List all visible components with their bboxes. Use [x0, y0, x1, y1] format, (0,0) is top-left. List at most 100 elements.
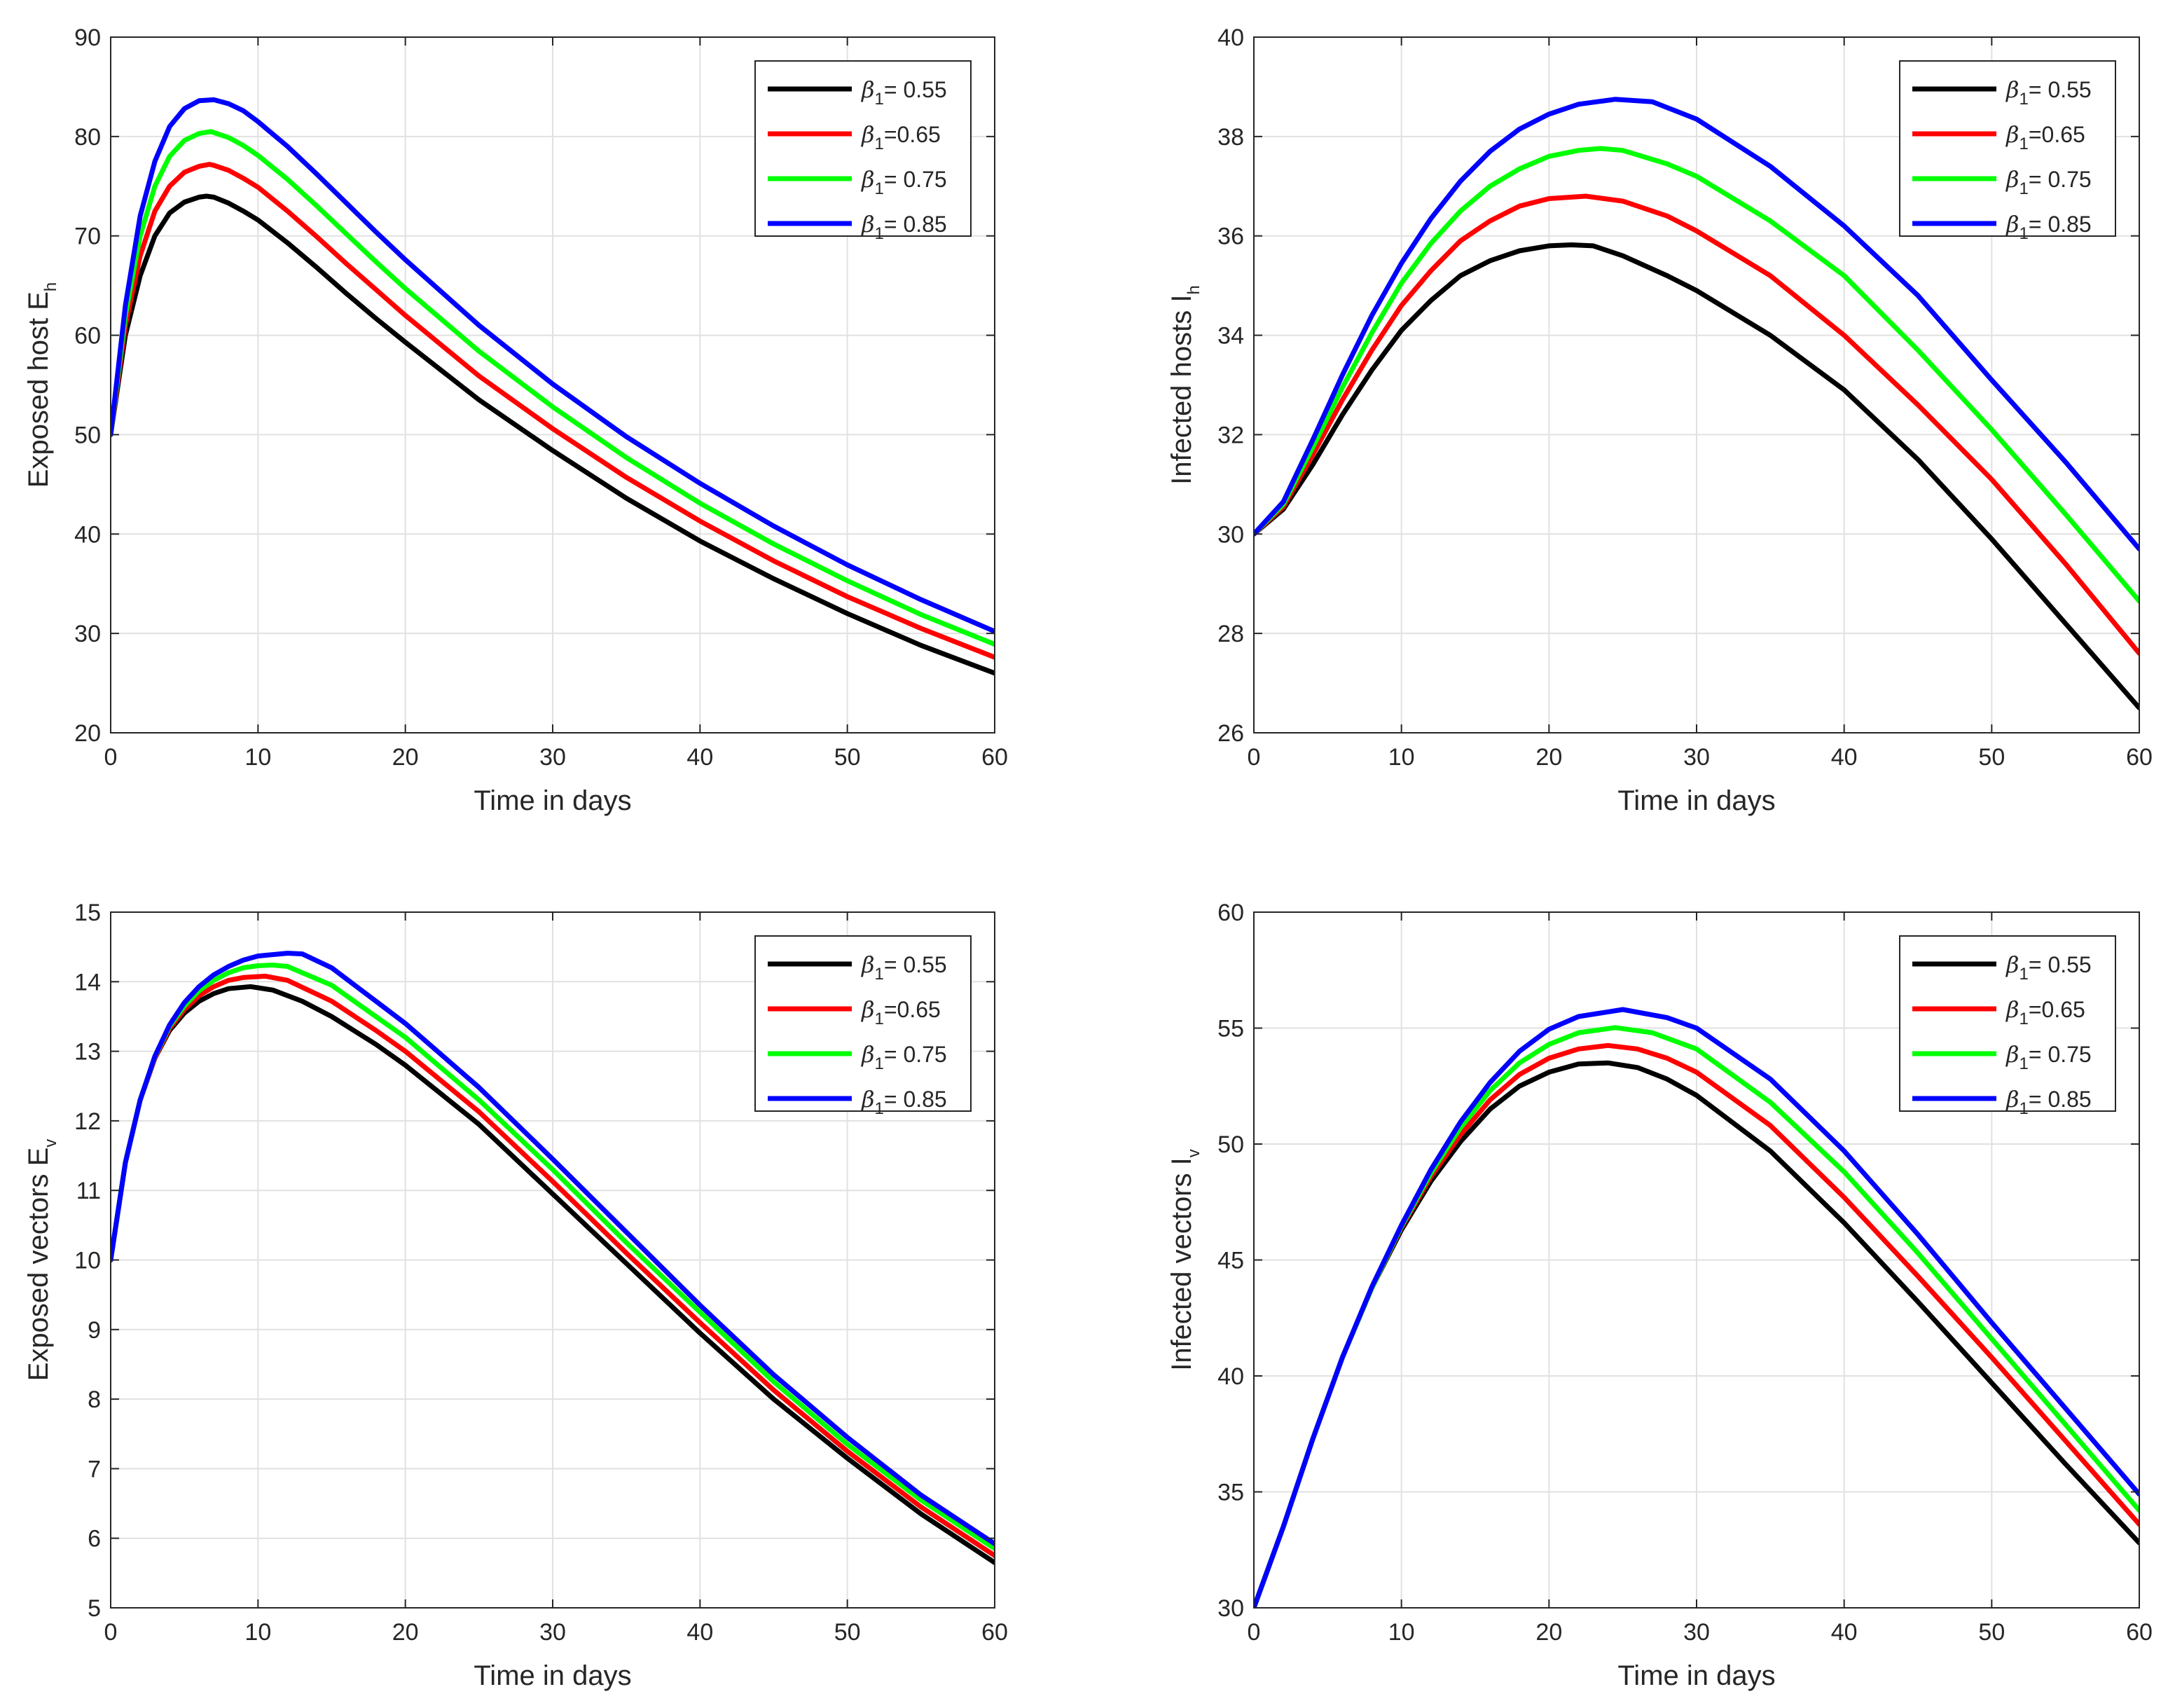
legend-value: = 0.55 — [884, 952, 947, 977]
legend-greek: β — [2005, 951, 2019, 978]
legend-subscript: 1 — [875, 135, 884, 153]
x-tick-label: 50 — [834, 1619, 861, 1646]
legend-value: = 0.75 — [884, 167, 947, 192]
legend-subscript: 1 — [875, 179, 884, 198]
legend-value: = 0.75 — [884, 1042, 947, 1067]
legend-value: = 0.75 — [2029, 1042, 2092, 1067]
x-tick-label: 0 — [104, 1619, 118, 1646]
x-tick-label: 10 — [1388, 744, 1415, 771]
y-tick-label: 10 — [74, 1248, 101, 1274]
legend-label-3: β1= 0.75 — [861, 1041, 947, 1073]
legend-value: = 0.55 — [2029, 952, 2092, 977]
legend-greek: β — [861, 76, 875, 103]
x-tick-label: 60 — [981, 744, 1008, 771]
series-line-2 — [111, 162, 995, 660]
x-tick-label: 40 — [686, 744, 713, 771]
legend-greek: β — [2005, 211, 2019, 237]
y-tick-label: 26 — [1217, 720, 1244, 747]
legend-subscript: 1 — [2019, 965, 2029, 984]
x-tick-label: 60 — [981, 1619, 1008, 1646]
y-tick-label: 8 — [88, 1386, 101, 1413]
series-group — [111, 951, 995, 1565]
x-tick-label: 10 — [1388, 1619, 1415, 1646]
legend-greek: β — [2005, 166, 2019, 193]
series-line-3 — [111, 129, 995, 647]
y-tick-label: 45 — [1217, 1248, 1244, 1274]
legend-label-1: β1= 0.55 — [2005, 76, 2092, 109]
series-group — [1254, 1007, 2139, 1608]
y-tick-label: 13 — [74, 1039, 101, 1066]
legend-label-3: β1= 0.75 — [2005, 1041, 2092, 1073]
y-tick-label: 9 — [88, 1317, 101, 1344]
x-tick-label: 0 — [1248, 1619, 1261, 1646]
legend-subscript: 1 — [2019, 90, 2029, 109]
y-tick-label: 15 — [74, 900, 101, 926]
y-tick-label: 30 — [1217, 521, 1244, 548]
series-line-1 — [111, 193, 995, 676]
y-tick-label: 32 — [1217, 422, 1244, 448]
y-tick-label: 28 — [1217, 621, 1244, 647]
x-tick-label: 40 — [1831, 744, 1858, 771]
y-tick-label: 60 — [1217, 900, 1244, 926]
legend-label-4: β1= 0.85 — [861, 211, 947, 243]
legend-greek: β — [861, 211, 875, 237]
legend-label-4: β1= 0.85 — [2005, 1086, 2092, 1118]
legend-value: =0.65 — [884, 997, 941, 1022]
y-tick-label: 90 — [74, 25, 101, 51]
y-tick-label: 80 — [74, 124, 101, 151]
series-line-4 — [111, 951, 995, 1547]
x-tick-label: 50 — [1978, 1619, 2005, 1646]
x-tick-label: 20 — [392, 1619, 419, 1646]
x-axis-label: Time in days — [1617, 1660, 1775, 1691]
series-line-4 — [111, 97, 995, 634]
legend-label-2: β1=0.65 — [861, 996, 941, 1028]
chart-panel-1: 0 10 20 30 40 50 60 20 30 40 50 60 70 80 90 Time in day… — [23, 25, 1008, 816]
series-group — [1254, 97, 2139, 710]
legend-greek: β — [2005, 121, 2019, 148]
x-tick-label: 30 — [539, 744, 566, 771]
legend-value: = 0.75 — [2029, 167, 2092, 192]
x-tick-label: 30 — [1683, 744, 1710, 771]
legend-label-2: β1=0.65 — [2005, 121, 2085, 153]
y-tick-label: 20 — [74, 720, 101, 747]
x-tick-label: 20 — [1535, 744, 1562, 771]
series-line-4 — [1254, 1007, 2139, 1608]
legend-value: = 0.85 — [884, 1087, 947, 1112]
series-line-4 — [1254, 97, 2139, 552]
chart-panel-4: 0 10 20 30 40 50 60 30 35 40 45 50 55 60 Time in days I… — [1166, 900, 2153, 1691]
legend-greek: β — [861, 166, 875, 193]
ticks — [1253, 911, 2140, 1609]
y-tick-label: 36 — [1217, 223, 1244, 250]
ticks — [110, 36, 995, 734]
y-axis-label: Infected hosts Ih — [1166, 285, 1203, 485]
y-tick-label: 40 — [1217, 25, 1244, 51]
y-tick-label: 70 — [74, 223, 101, 250]
legend-subscript: 1 — [875, 224, 884, 243]
y-tick-label: 30 — [1217, 1595, 1244, 1622]
legend-subscript: 1 — [2019, 179, 2029, 198]
series-line-2 — [1254, 193, 2139, 656]
series-line-3 — [1254, 146, 2139, 604]
y-axis-label-subscript: v — [1185, 1149, 1203, 1157]
y-tick-label: 5 — [88, 1595, 101, 1622]
chart-panel-2: 0 10 20 30 40 50 60 26 28 30 32 34 36 38 40 Time in day… — [1166, 25, 2153, 816]
y-axis-label-subscript: h — [41, 282, 60, 291]
x-tick-label: 0 — [1248, 744, 1261, 771]
y-tick-label: 7 — [88, 1456, 101, 1482]
x-tick-label: 20 — [392, 744, 419, 771]
legend-greek: β — [2005, 996, 2019, 1023]
x-tick-label: 0 — [104, 744, 118, 771]
y-tick-label: 14 — [74, 969, 101, 996]
legend-value: =0.65 — [884, 122, 941, 147]
legend-greek: β — [861, 1041, 875, 1068]
x-tick-label: 30 — [1683, 1619, 1710, 1646]
y-axis-label-main: Exposed vectors E — [23, 1148, 54, 1382]
legend-subscript: 1 — [2019, 135, 2029, 153]
legend-subscript: 1 — [2019, 1099, 2029, 1118]
legend-label-1: β1= 0.55 — [861, 76, 947, 109]
legend-greek: β — [861, 951, 875, 978]
y-axis-label-main: Exposed host E — [23, 291, 54, 488]
